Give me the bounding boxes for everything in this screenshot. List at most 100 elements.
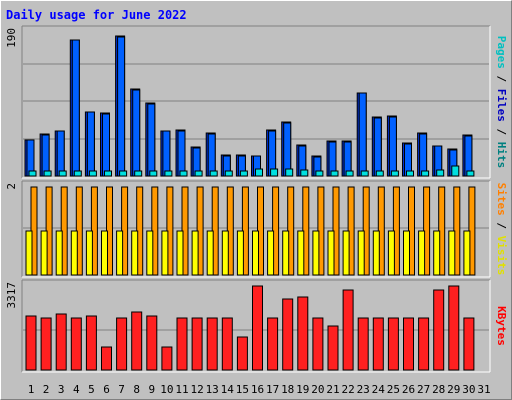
panel-visits-legend-part-2: Visits [495,236,508,276]
bar-sites-day-24 [372,230,380,276]
bar-sites-day-16 [252,230,259,276]
bar-pages-day-9 [149,170,158,177]
bar-pages-day-18 [285,168,294,177]
bar-kbytes-day-13 [206,317,218,371]
x-tick-label-day-16: 16 [251,383,264,396]
x-tick-label-day-2: 2 [43,383,50,396]
x-tick-label-day-4: 4 [73,383,80,396]
panel-kbytes-legend-part-0: KBytes [495,306,508,346]
x-tick-label-day-24: 24 [372,383,386,396]
x-tick-label-day-7: 7 [118,383,125,396]
bar-pages-day-13 [209,170,218,177]
bar-pages-day-17 [270,168,279,177]
x-tick-label-day-10: 10 [160,383,173,396]
bar-kbytes-day-9 [146,315,158,371]
x-tick-label-day-18: 18 [281,383,294,396]
x-tick-label-day-20: 20 [311,383,324,396]
bar-sites-day-26 [403,230,410,276]
panel-visits-legend: Sites / Visits [495,183,508,276]
bar-pages-day-10 [164,170,173,177]
bar-sites-day-4 [70,230,78,276]
bar-files-day-10 [162,130,171,177]
bar-files-day-11 [177,130,186,177]
bar-sites-day-6 [101,230,108,276]
bar-pages-day-28 [436,169,445,177]
bar-kbytes-day-28 [433,289,445,371]
x-tick-label-day-28: 28 [432,383,445,396]
bar-kbytes-day-24 [372,317,384,371]
bar-pages-day-14 [224,170,233,177]
bar-files-day-30 [464,135,473,177]
bar-kbytes-day-30 [463,317,475,371]
bar-sites-day-9 [146,230,154,276]
bar-files-day-18 [283,122,292,177]
bar-files-day-9 [147,103,156,177]
x-tick-label-day-22: 22 [341,383,354,396]
bar-kbytes-day-14 [221,317,233,371]
bar-pages-day-23 [360,170,369,177]
bar-files-day-24 [373,117,382,177]
bar-kbytes-day-7 [116,317,128,371]
bar-sites-day-19 [297,230,305,276]
bar-files-day-5 [86,111,95,177]
x-tick-label-day-12: 12 [190,383,203,396]
x-tick-label-day-21: 21 [326,383,339,396]
x-tick-label-day-3: 3 [58,383,65,396]
bar-sites-day-13 [206,230,214,276]
bar-kbytes-day-18 [282,298,294,371]
bar-pages-day-7 [119,170,128,177]
bar-sites-day-21 [327,230,335,276]
bar-sites-day-29 [448,230,456,276]
bar-sites-day-11 [176,230,184,276]
bar-sites-day-28 [433,230,441,276]
bar-pages-day-25 [390,170,399,177]
bar-kbytes-day-22 [342,289,354,371]
panel-hits-legend: Pages / Files / Hits [495,36,508,169]
bar-kbytes-day-11 [176,317,188,371]
bar-files-day-4 [71,39,80,177]
panel-kbytes-ymax-label: 3317 [5,282,18,309]
bar-pages-day-8 [134,170,143,177]
bar-kbytes-day-26 [403,317,414,371]
bar-files-day-25 [388,116,397,177]
bar-pages-day-21 [330,170,339,177]
x-tick-label-day-6: 6 [103,383,110,396]
bar-sites-day-22 [342,230,350,276]
x-tick-label-day-17: 17 [266,383,279,396]
bar-files-day-7 [117,36,126,177]
bar-kbytes-day-5 [85,315,97,371]
bar-sites-day-12 [191,230,199,276]
bar-files-day-8 [132,89,141,177]
bar-sites-day-20 [312,230,320,276]
bar-sites-day-15 [236,230,244,276]
bar-kbytes-day-6 [101,346,112,371]
x-tick-label-day-1: 1 [28,383,35,396]
panel-hits-legend-part-1: / [495,69,508,89]
x-tick-label-day-23: 23 [357,383,370,396]
panel-visits-legend-part-1: / [495,216,508,236]
bar-pages-day-3 [58,170,67,177]
bar-files-day-13 [207,133,216,177]
bar-files-day-6 [102,113,110,177]
panel-hits-legend-part-4: Hits [495,142,508,169]
bar-sites-day-14 [221,230,229,276]
bar-pages-day-26 [406,170,414,177]
bar-kbytes-day-10 [161,346,173,371]
bar-pages-day-15 [239,170,248,177]
bar-pages-day-1 [28,170,37,177]
bar-files-day-2 [41,134,50,177]
x-tick-label-day-8: 8 [133,383,140,396]
bar-pages-day-12 [194,170,203,177]
panel-hits-legend-part-3: / [495,122,508,142]
panel-hits-ymax-label: 190 [5,28,18,48]
bar-pages-day-4 [73,170,82,177]
bar-pages-day-22 [345,170,354,177]
panel-kbytes-legend: KBytes [495,306,508,346]
bar-kbytes-day-12 [191,317,203,371]
x-tick-label-day-29: 29 [447,383,460,396]
bar-kbytes-day-8 [131,311,143,371]
bar-pages-day-20 [315,170,324,177]
panel-hits-legend-part-2: Files [495,89,508,122]
bar-kbytes-day-15 [236,336,248,371]
